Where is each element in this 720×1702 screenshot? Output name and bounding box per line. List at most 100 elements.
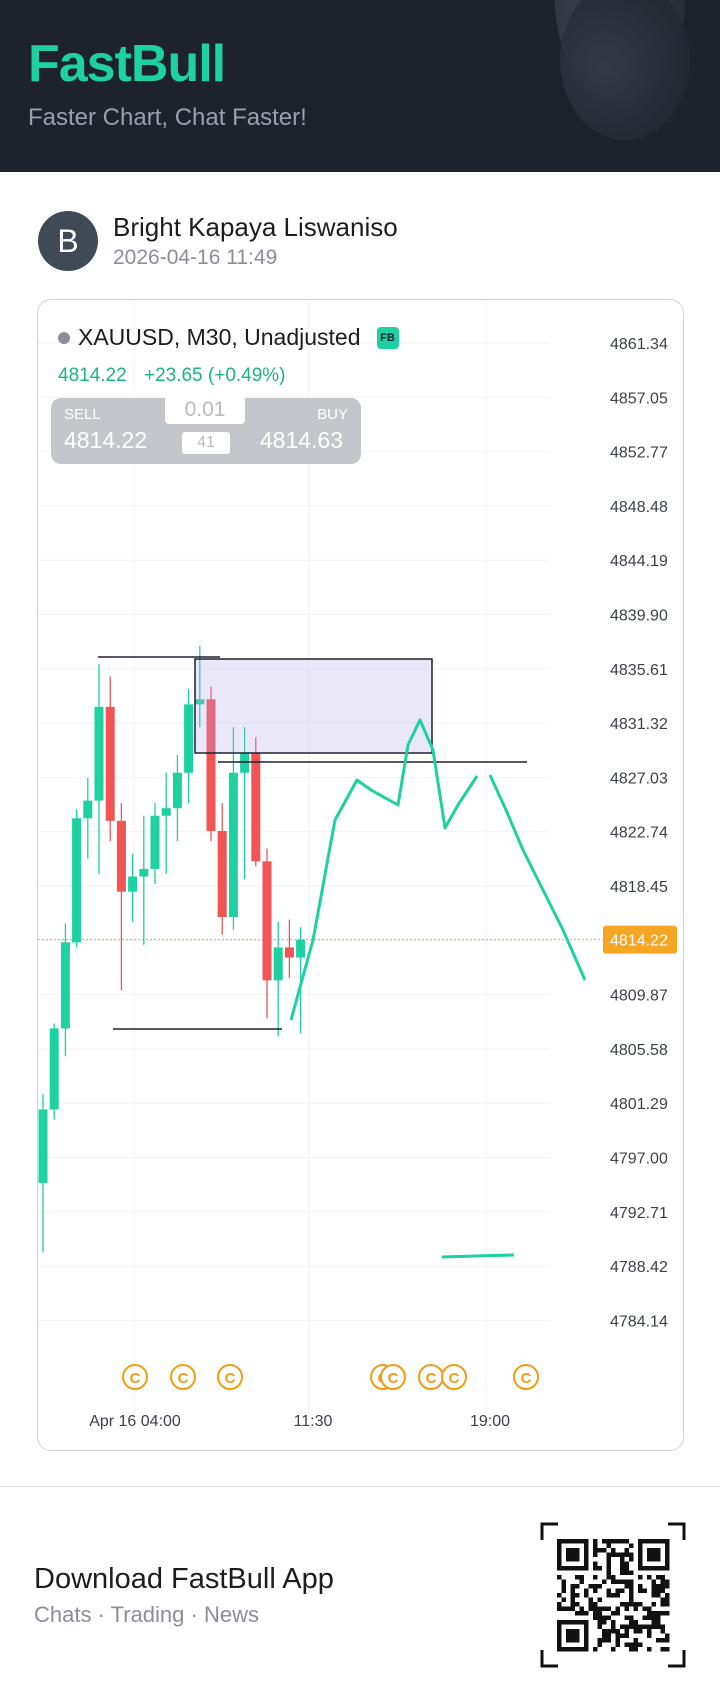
- qr-module: [665, 1584, 670, 1589]
- qr-finder-core: [566, 1548, 580, 1562]
- qr-module: [633, 1642, 638, 1647]
- qr-module: [665, 1593, 670, 1598]
- candle-up: [128, 876, 138, 892]
- qr-module: [611, 1593, 616, 1598]
- qr-frame-corner: [540, 1522, 558, 1540]
- qr-module: [629, 1597, 634, 1602]
- qr-module: [611, 1629, 616, 1634]
- qr-module: [651, 1593, 656, 1598]
- buy-label[interactable]: BUY: [317, 406, 348, 423]
- qr-module: [561, 1606, 566, 1611]
- qr-module: [665, 1602, 670, 1607]
- event-marker-label: C: [178, 1370, 189, 1387]
- qr-module: [651, 1602, 656, 1607]
- qr-module: [629, 1620, 634, 1625]
- qr-module: [602, 1633, 607, 1638]
- qr-module: [651, 1615, 656, 1620]
- qr-module: [656, 1638, 661, 1643]
- footer-divider: [0, 1486, 720, 1487]
- qr-module: [620, 1561, 625, 1566]
- qr-module: [584, 1588, 589, 1593]
- qr-module: [602, 1615, 607, 1620]
- qr-module: [624, 1548, 629, 1553]
- last-price: 4814.22: [58, 365, 127, 386]
- qr-module: [633, 1602, 638, 1607]
- qr-module: [615, 1633, 620, 1638]
- candle-up: [195, 699, 205, 705]
- drawn-projection-path-2: [488, 774, 587, 981]
- event-marker-label: C: [130, 1370, 141, 1387]
- sell-label[interactable]: SELL: [64, 406, 101, 423]
- y-tick-label: 4852.77: [610, 445, 668, 462]
- qr-module: [629, 1602, 634, 1607]
- qr-module: [593, 1566, 598, 1571]
- qr-module: [606, 1570, 611, 1575]
- brand-logo: FastBull: [28, 35, 226, 93]
- price-change: +23.65 (+0.49%): [143, 365, 286, 386]
- buy-price[interactable]: 4814.63: [259, 427, 343, 453]
- candle-up: [228, 772, 238, 918]
- qr-module: [579, 1606, 584, 1611]
- avatar[interactable]: B: [38, 211, 98, 271]
- price-chart[interactable]: 4861.34 4857.05 4852.77 4848.48 4844.19 4839.…: [38, 300, 683, 1450]
- qr-module: [588, 1602, 593, 1607]
- qr-module: [624, 1566, 629, 1571]
- candle-down: [217, 830, 227, 918]
- candle-up: [296, 939, 306, 958]
- qr-module: [638, 1575, 643, 1580]
- qr-module: [602, 1548, 607, 1553]
- qr-module: [665, 1597, 670, 1602]
- y-tick-label: 4848.48: [610, 499, 668, 516]
- qr-module: [597, 1584, 602, 1589]
- y-tick-label: 4839.90: [610, 608, 668, 625]
- y-tick-label: 4792.71: [610, 1205, 668, 1222]
- download-subtitle: Chats · Trading · News: [34, 1602, 259, 1627]
- qr-module: [647, 1611, 652, 1616]
- qr-module: [611, 1624, 616, 1629]
- qr-module: [629, 1552, 634, 1557]
- qr-module: [606, 1615, 611, 1620]
- qr-module: [606, 1588, 611, 1593]
- candle-up: [72, 818, 82, 943]
- event-marker-label: C: [388, 1370, 399, 1387]
- fb-badge: FB: [376, 326, 399, 349]
- qr-module: [597, 1548, 602, 1553]
- qr-module: [629, 1579, 634, 1584]
- event-marker: [122, 1364, 148, 1390]
- y-tick-label: 4831.32: [610, 716, 668, 733]
- qr-module: [611, 1611, 616, 1616]
- candle-down: [206, 699, 216, 831]
- event-marker: [441, 1364, 467, 1390]
- y-tick-label: 4835.61: [610, 662, 668, 679]
- download-title[interactable]: Download FastBull App: [34, 1563, 334, 1595]
- drawn-projection-path: [289, 718, 479, 1021]
- qr-module: [660, 1575, 665, 1580]
- chart-card[interactable]: 4861.34 4857.05 4852.77 4848.48 4844.19 4839.…: [37, 299, 684, 1451]
- drawn-rectangle-zone: [194, 658, 433, 754]
- sell-price[interactable]: 4814.22: [64, 427, 148, 453]
- qr-module: [602, 1539, 607, 1544]
- candle-up: [150, 815, 160, 869]
- qr-module: [575, 1602, 580, 1607]
- spread-value: 41: [182, 432, 230, 454]
- event-marker: [380, 1364, 406, 1390]
- qr-module: [624, 1579, 629, 1584]
- qr-code-image: [540, 1522, 686, 1668]
- author-name[interactable]: Bright Kapaya Liswaniso: [113, 212, 398, 242]
- qr-module: [611, 1620, 616, 1625]
- lot-size-input[interactable]: 0.01: [165, 396, 245, 424]
- qr-module: [606, 1606, 611, 1611]
- qr-code[interactable]: [540, 1522, 686, 1668]
- qr-module: [665, 1633, 670, 1638]
- qr-module: [602, 1638, 607, 1643]
- qr-module: [615, 1629, 620, 1634]
- symbol-row[interactable]: XAUUSD, M30, Unadjusted FB: [58, 324, 399, 351]
- qr-module: [633, 1620, 638, 1625]
- qr-module: [656, 1615, 661, 1620]
- qr-module: [624, 1561, 629, 1566]
- symbol-label[interactable]: XAUUSD, M30, Unadjusted: [78, 324, 361, 350]
- app-header: FastBull Faster Chart, Chat Faster!: [0, 0, 720, 172]
- qr-module: [561, 1597, 566, 1602]
- qr-module: [620, 1552, 625, 1557]
- qr-module: [606, 1539, 611, 1544]
